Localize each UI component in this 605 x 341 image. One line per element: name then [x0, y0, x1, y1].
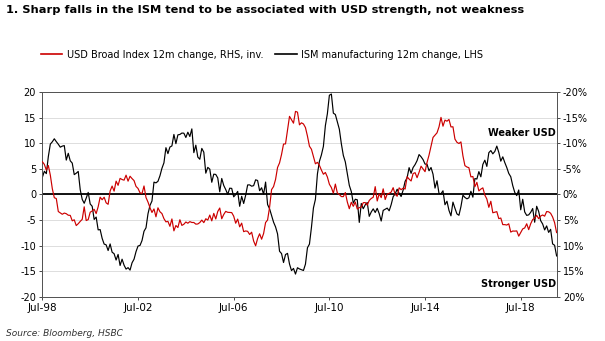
- Text: Stronger USD: Stronger USD: [481, 279, 556, 289]
- Text: Source: Bloomberg, HSBC: Source: Bloomberg, HSBC: [6, 329, 123, 338]
- Text: 1. Sharp falls in the ISM tend to be associated with USD strength, not weakness: 1. Sharp falls in the ISM tend to be ass…: [6, 5, 524, 15]
- Legend: USD Broad Index 12m change, RHS, inv., ISM manufacturing 12m change, LHS: USD Broad Index 12m change, RHS, inv., I…: [37, 46, 488, 63]
- Text: Weaker USD: Weaker USD: [488, 128, 556, 138]
